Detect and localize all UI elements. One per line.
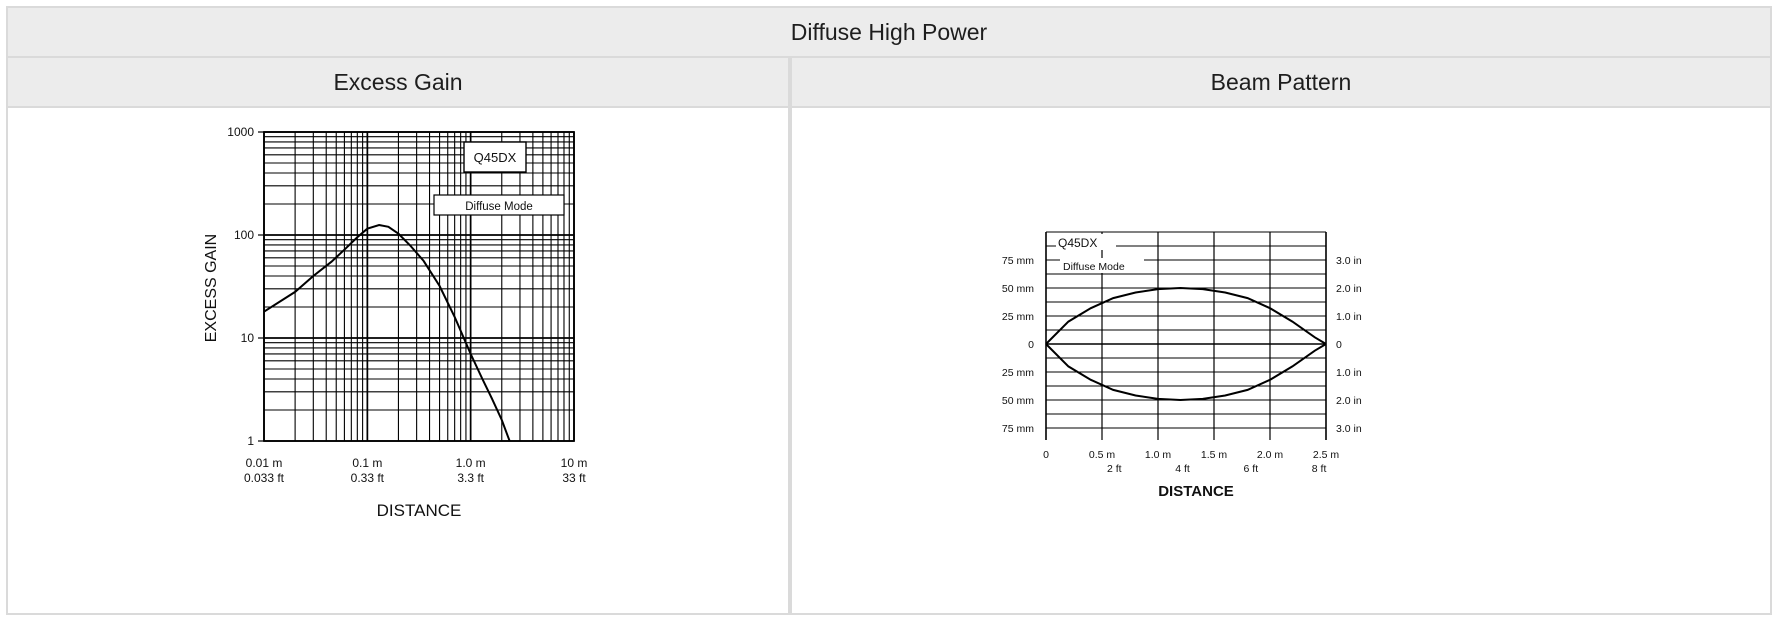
y-tick-label-right: 3.0 in bbox=[1336, 423, 1362, 435]
x-tick-label-imperial: 4 ft bbox=[1175, 463, 1190, 475]
beam-pattern-header: Beam Pattern bbox=[790, 56, 1772, 108]
x-tick-label-imperial: 0.033 ft bbox=[244, 471, 285, 485]
x-tick-label-metric: 1.5 m bbox=[1201, 449, 1228, 461]
legend-model: Q45DX bbox=[474, 150, 517, 165]
x-tick-label-metric: 0 bbox=[1043, 449, 1049, 461]
x-tick-label-imperial: 0.33 ft bbox=[351, 471, 385, 485]
x-tick-label-imperial: 8 ft bbox=[1312, 463, 1327, 475]
y-tick-label-left: 50 mm bbox=[1002, 395, 1034, 407]
legend-model-box bbox=[463, 141, 527, 173]
legend-mode: Diffuse Mode bbox=[1063, 261, 1125, 273]
excess-gain-curve bbox=[264, 223, 511, 441]
x-tick-label-metric: 0.5 m bbox=[1089, 449, 1116, 461]
x-tick-label-imperial: 3.3 ft bbox=[457, 471, 484, 485]
x-tick-label-metric: 0.1 m bbox=[352, 456, 382, 470]
x-tick-label-metric: 1.0 m bbox=[456, 456, 486, 470]
y-tick-label-left: 75 mm bbox=[1002, 423, 1034, 435]
x-tick-label-imperial: 33 ft bbox=[562, 471, 586, 485]
y-tick-label-right: 1.0 in bbox=[1336, 367, 1362, 379]
excess-gain-panel: 1 10 100 1000 0.01 m 0.1 m 1.0 m 10 m 0.033 ft 0.… bbox=[6, 106, 790, 615]
legend-model: Q45DX bbox=[1058, 236, 1097, 250]
excess-gain-title: Excess Gain bbox=[333, 68, 463, 95]
excess-gain-chart: 1 10 100 1000 0.01 m 0.1 m 1.0 m 10 m 0.033 ft 0.… bbox=[203, 125, 588, 520]
x-tick-label-metric: 10 m bbox=[561, 456, 588, 470]
y-tick-label-left: 25 mm bbox=[1002, 367, 1034, 379]
page-title: Diffuse High Power bbox=[6, 6, 1772, 58]
y-tick-label: 1 bbox=[247, 434, 254, 448]
beam-pattern-title: Beam Pattern bbox=[1210, 68, 1352, 95]
x-tick-label-metric: 0.01 m bbox=[246, 456, 283, 470]
x-tick-label-metric: 1.0 m bbox=[1145, 449, 1172, 461]
legend-mode-box bbox=[433, 194, 565, 216]
x-tick-label-imperial: 6 ft bbox=[1244, 463, 1259, 475]
page-title-text: Diffuse High Power bbox=[790, 18, 988, 45]
x-tick-label-metric: 2.0 m bbox=[1257, 449, 1284, 461]
beam-upper-curve bbox=[1045, 286, 1327, 345]
y-tick-label-right: 3.0 in bbox=[1336, 255, 1362, 267]
beam-lower-curve bbox=[1045, 343, 1327, 402]
y-tick-label-right: 2.0 in bbox=[1336, 395, 1362, 407]
plot-frame bbox=[263, 131, 575, 442]
y-tick-label-left: 25 mm bbox=[1002, 311, 1034, 323]
y-tick-label-right: 0 bbox=[1336, 339, 1342, 351]
y-axis-label: EXCESS GAIN bbox=[203, 234, 220, 342]
legend-model-bg bbox=[1056, 234, 1116, 250]
y-tick-label-right: 2.0 in bbox=[1336, 283, 1362, 295]
y-tick-label: 10 bbox=[241, 331, 255, 345]
legend-mode: Diffuse Mode bbox=[465, 201, 533, 213]
x-tick-label-metric: 2.5 m bbox=[1313, 449, 1340, 461]
beam-pattern-chart: 75 mm 50 mm 25 mm 0 25 mm 50 mm 75 mm 3.0 in 2.0… bbox=[1002, 231, 1362, 500]
beam-pattern-panel: 75 mm 50 mm 25 mm 0 25 mm 50 mm 75 mm 3.0 in 2.0… bbox=[790, 106, 1772, 615]
y-tick-label: 100 bbox=[234, 228, 254, 242]
y-tick-label-right: 1.0 in bbox=[1336, 311, 1362, 323]
x-axis-label: DISTANCE bbox=[377, 501, 462, 520]
legend-mode-bg bbox=[1060, 258, 1144, 273]
y-tick-label-left: 75 mm bbox=[1002, 255, 1034, 267]
y-tick-label-left: 50 mm bbox=[1002, 283, 1034, 295]
x-axis-label: DISTANCE bbox=[1158, 483, 1234, 500]
y-tick-label: 1000 bbox=[227, 125, 254, 139]
excess-gain-header: Excess Gain bbox=[6, 56, 790, 108]
y-tick-label-left: 0 bbox=[1028, 339, 1034, 351]
x-tick-label-imperial: 2 ft bbox=[1107, 463, 1122, 475]
